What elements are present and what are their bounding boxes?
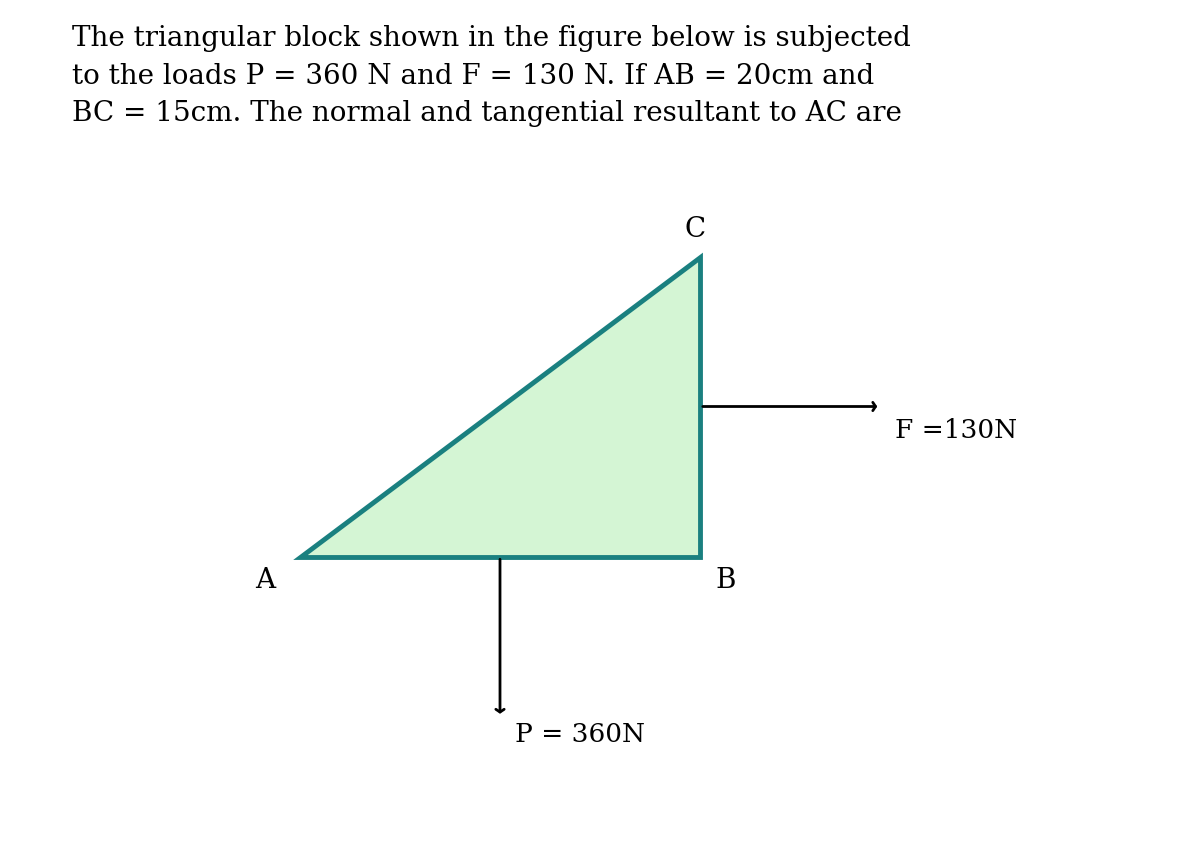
- Text: The triangular block shown in the figure below is subjected
to the loads P = 360: The triangular block shown in the figure…: [72, 25, 911, 127]
- Text: P = 360N: P = 360N: [515, 722, 646, 747]
- Text: C: C: [684, 215, 706, 242]
- Text: F =130N: F =130N: [895, 417, 1018, 442]
- Polygon shape: [300, 257, 700, 557]
- Text: A: A: [254, 567, 275, 594]
- Text: B: B: [715, 567, 736, 594]
